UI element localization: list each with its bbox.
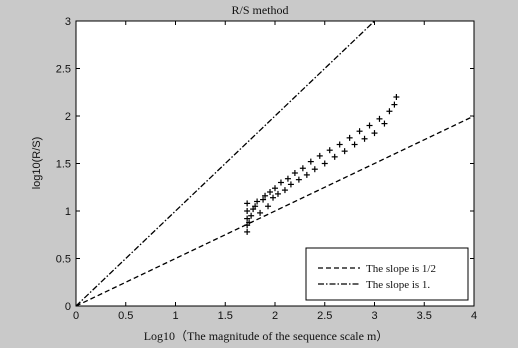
x-tick-label: 0 bbox=[73, 310, 79, 322]
data-point bbox=[326, 147, 333, 154]
data-point bbox=[331, 153, 338, 160]
data-point bbox=[307, 158, 314, 165]
data-point bbox=[346, 134, 353, 141]
data-point bbox=[386, 108, 393, 115]
data-point bbox=[272, 185, 278, 192]
x-tick-label: 2.5 bbox=[317, 310, 332, 322]
scatter-series bbox=[244, 94, 400, 235]
legend-label-slope-half: The slope is 1/2 bbox=[366, 263, 436, 275]
data-point bbox=[356, 128, 363, 135]
data-point bbox=[267, 189, 274, 195]
data-point bbox=[262, 192, 269, 199]
x-tick-label: 3 bbox=[371, 310, 377, 322]
data-point bbox=[244, 215, 251, 222]
data-point bbox=[299, 165, 306, 172]
data-point bbox=[265, 203, 272, 210]
data-point bbox=[260, 196, 267, 203]
chart-title: R/S method bbox=[231, 3, 288, 17]
data-point bbox=[244, 228, 251, 235]
x-tick-label: 1 bbox=[172, 310, 178, 322]
data-point bbox=[361, 135, 368, 142]
data-point bbox=[376, 115, 383, 122]
data-point bbox=[336, 141, 343, 148]
x-tick-label: 1.5 bbox=[218, 310, 233, 322]
x-axis-label: Log10（The magnitude of the sequence scal… bbox=[144, 329, 389, 343]
data-point bbox=[244, 200, 251, 207]
data-point bbox=[274, 190, 281, 197]
data-point bbox=[257, 209, 264, 216]
data-point bbox=[311, 166, 318, 173]
y-axis-ticks: 0 0.5 1 1.5 2 2.5 3 bbox=[56, 16, 474, 313]
data-point bbox=[246, 219, 253, 226]
legend: The slope is 1/2 The slope is 1. bbox=[305, 247, 469, 301]
data-point bbox=[291, 170, 298, 176]
y-tick-label: 1 bbox=[65, 206, 71, 218]
data-point bbox=[284, 175, 291, 182]
data-point bbox=[244, 208, 251, 214]
data-point bbox=[248, 212, 255, 219]
slope-half-line bbox=[75, 115, 475, 307]
y-tick-label: 0 bbox=[65, 301, 71, 313]
x-tick-label: 4 bbox=[471, 310, 477, 322]
data-point bbox=[270, 194, 277, 201]
y-tick-label: 1.5 bbox=[56, 159, 71, 171]
data-point bbox=[252, 203, 259, 210]
data-point bbox=[321, 160, 328, 167]
data-point bbox=[277, 179, 284, 186]
x-tick-label: 0.5 bbox=[118, 310, 133, 322]
y-tick-label: 0.5 bbox=[56, 254, 71, 266]
data-point bbox=[393, 94, 400, 100]
data-point bbox=[391, 101, 398, 108]
x-axis-ticks: 0 0.5 1 1.5 2 2.5 3 3.5 4 bbox=[73, 21, 477, 322]
data-point bbox=[254, 198, 261, 205]
data-point bbox=[381, 120, 388, 127]
y-axis-label: log10(R/S) bbox=[31, 137, 43, 190]
data-point bbox=[341, 148, 348, 155]
data-point bbox=[371, 130, 378, 137]
data-point bbox=[281, 187, 288, 194]
legend-box bbox=[305, 247, 469, 301]
data-point bbox=[287, 181, 294, 188]
data-point bbox=[303, 171, 310, 178]
data-point bbox=[351, 141, 358, 148]
data-point bbox=[295, 176, 302, 183]
y-tick-label: 2.5 bbox=[56, 64, 71, 76]
reference-lines bbox=[75, 20, 475, 307]
x-tick-label: 3.5 bbox=[417, 310, 432, 322]
y-tick-label: 3 bbox=[65, 16, 71, 28]
data-point bbox=[366, 122, 373, 129]
y-tick-label: 2 bbox=[65, 111, 71, 123]
x-tick-label: 2 bbox=[272, 310, 278, 322]
legend-label-slope-one: The slope is 1. bbox=[366, 279, 430, 291]
data-point bbox=[316, 152, 323, 159]
